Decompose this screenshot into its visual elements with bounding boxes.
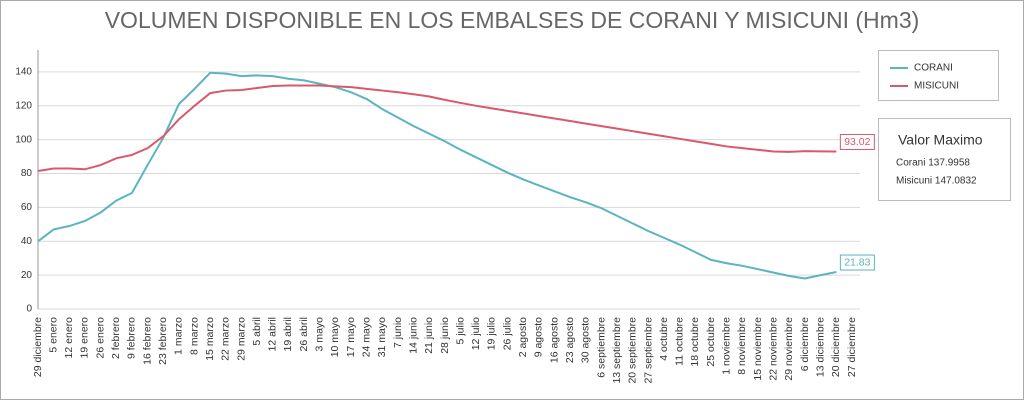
y-tick-label: 100 [15, 134, 32, 145]
x-tick-label: 20 septiembre [627, 317, 639, 384]
x-tick-label: 2 febrero [110, 317, 122, 359]
x-tick-label: 27 septiembre [642, 317, 654, 384]
x-tick-label: 20 diciembre [830, 317, 842, 377]
x-tick-label: 24 mayo [361, 317, 373, 357]
series-line [37, 71, 837, 280]
legend-label: MISICUNI [914, 81, 959, 92]
y-tick-label: 60 [21, 202, 33, 213]
y-tick-label: 140 [15, 67, 32, 78]
legend [878, 50, 999, 101]
y-tick-label: 80 [21, 168, 33, 179]
value-label-box [839, 254, 875, 271]
panel-item: Misicuni 147.0832 [896, 176, 977, 187]
x-tick-label: 26 enero [94, 317, 106, 359]
x-tick-label: 16 agosto [548, 317, 560, 363]
x-tick-label: 10 mayo [329, 317, 341, 357]
x-tick-label: 23 agosto [564, 317, 576, 363]
x-tick-label: 15 noviembre [752, 317, 764, 381]
x-tick-label: 26 julio [501, 317, 513, 350]
x-tick-label: 6 diciembre [799, 317, 811, 371]
y-tick-label: 40 [21, 236, 33, 247]
x-tick-label: 28 junio [439, 317, 451, 354]
x-tick-label: 3 mayo [314, 317, 326, 352]
x-tick-label: 12 julio [470, 317, 482, 350]
x-tick-label: 31 mayo [376, 317, 388, 357]
x-tick-label: 27 diciembre [846, 317, 858, 377]
legend-label: CORANI [914, 63, 953, 74]
x-tick-label: 29 noviembre [783, 317, 795, 381]
x-tick-label: 30 agosto [580, 317, 592, 363]
x-tick-label: 1 marzo [173, 317, 185, 355]
x-tick-label: 8 marzo [188, 317, 200, 355]
y-tick-label: 20 [21, 270, 33, 281]
x-tick-label: 13 septiembre [611, 317, 623, 384]
x-tick-label: 22 marzo [220, 317, 232, 361]
x-tick-label: 29 diciembre [32, 317, 44, 377]
x-tick-label: 8 noviembre [736, 317, 748, 375]
x-tick-label: 9 agosto [533, 317, 545, 357]
y-tick-label: 120 [15, 100, 32, 111]
x-tick-label: 12 abril [267, 317, 279, 351]
x-tick-label: 19 abril [282, 317, 294, 351]
x-tick-label: 4 octubre [658, 317, 670, 361]
value-label: 21.83 [844, 256, 870, 268]
x-tick-label: 5 julio [454, 317, 466, 345]
panel-title: Valor Maximo [898, 132, 983, 148]
x-tick-label: 14 junio [407, 317, 419, 354]
x-tick-label: 1 noviembre [721, 317, 733, 375]
value-label: 93.02 [844, 136, 870, 148]
x-tick-label: 23 febrero [157, 317, 169, 365]
x-tick-label: 11 octubre [674, 317, 686, 366]
x-tick-label: 22 noviembre [768, 317, 780, 381]
x-tick-label: 18 octubre [689, 317, 701, 367]
chart-title: VOLUMEN DISPONIBLE EN LOS EMBALSES DE CO… [105, 7, 920, 33]
x-tick-label: 19 enero [79, 317, 91, 359]
y-tick-label: 0 [26, 304, 32, 315]
x-tick-label: 16 febrero [141, 317, 153, 365]
x-tick-label: 26 abril [298, 317, 310, 351]
panel-item: Corani 137.9958 [896, 158, 970, 169]
x-tick-label: 25 octubre [705, 317, 717, 367]
x-tick-label: 2 agosto [517, 317, 529, 357]
x-tick-label: 5 enero [47, 317, 59, 353]
x-tick-label: 21 junio [423, 317, 435, 354]
x-tick-label: 29 marzo [235, 317, 247, 361]
x-tick-label: 7 junio [392, 317, 404, 348]
x-tick-label: 6 septiembre [595, 317, 607, 378]
x-tick-label: 12 enero [63, 317, 75, 359]
x-tick-label: 17 mayo [345, 317, 357, 357]
value-label-box [839, 133, 875, 150]
info-panel [878, 118, 1011, 201]
x-tick-label: 5 abril [251, 317, 263, 346]
x-tick-label: 9 febrero [126, 317, 138, 359]
series-line [37, 84, 837, 172]
x-tick-label: 13 diciembre [814, 317, 826, 377]
x-tick-label: 15 marzo [204, 317, 216, 361]
x-tick-label: 19 julio [486, 317, 498, 350]
